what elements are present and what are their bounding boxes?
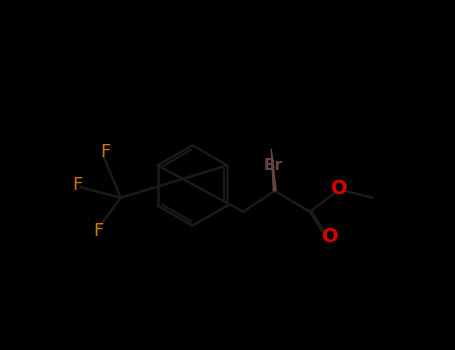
Text: O: O — [323, 227, 339, 246]
Text: Br: Br — [263, 158, 283, 173]
Text: F: F — [93, 222, 103, 240]
Polygon shape — [271, 149, 276, 191]
Text: F: F — [72, 176, 82, 195]
Text: O: O — [331, 180, 348, 198]
Text: F: F — [100, 143, 110, 161]
